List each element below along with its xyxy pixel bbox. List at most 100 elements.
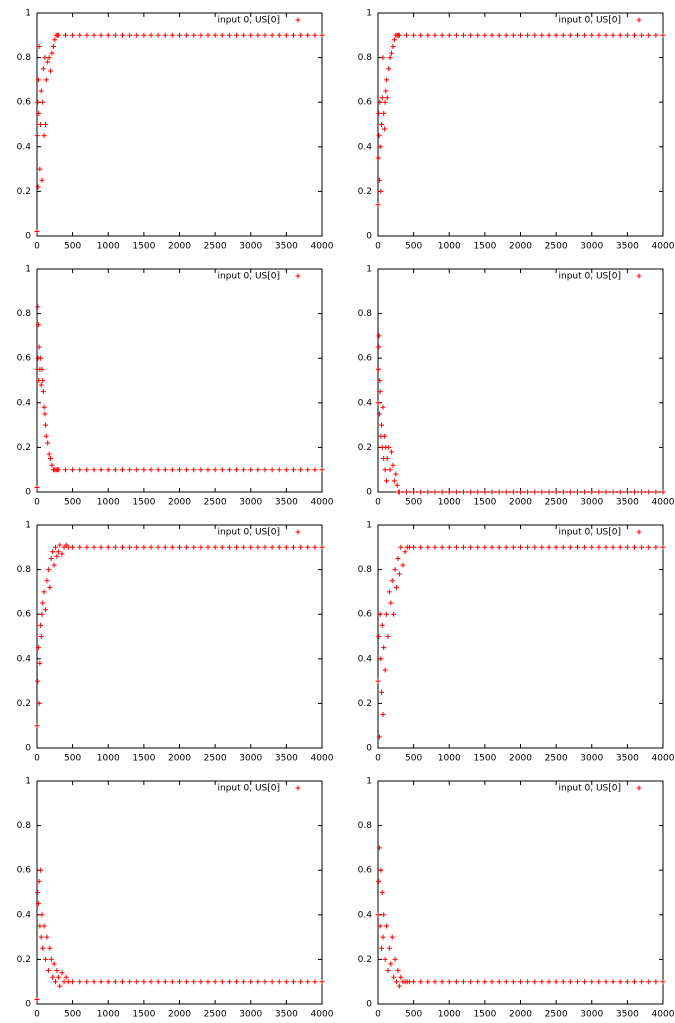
x-tick-label: 1000 bbox=[438, 754, 461, 764]
data-point bbox=[394, 979, 400, 985]
data-point bbox=[319, 32, 325, 38]
data-point bbox=[425, 489, 431, 495]
data-point bbox=[377, 99, 383, 105]
x-tick-label: 3000 bbox=[580, 498, 603, 508]
data-point bbox=[386, 66, 392, 72]
data-point bbox=[503, 544, 509, 550]
data-point bbox=[377, 923, 383, 929]
data-point bbox=[70, 979, 76, 985]
data-point bbox=[510, 32, 516, 38]
data-point bbox=[120, 979, 125, 985]
data-point bbox=[482, 979, 488, 985]
data-point bbox=[400, 562, 406, 568]
data-point bbox=[379, 422, 385, 428]
data-point bbox=[425, 544, 431, 550]
data-point bbox=[496, 544, 502, 550]
data-point bbox=[624, 489, 630, 495]
data-point bbox=[510, 979, 516, 985]
data-point bbox=[567, 489, 573, 495]
data-point bbox=[57, 983, 63, 989]
data-point bbox=[384, 611, 390, 617]
data-point bbox=[35, 322, 41, 328]
data-point bbox=[461, 32, 466, 38]
data-point bbox=[162, 467, 168, 473]
data-point bbox=[70, 544, 76, 550]
data-point bbox=[276, 32, 282, 38]
data-point bbox=[42, 55, 48, 61]
data-point bbox=[169, 467, 175, 473]
data-point bbox=[212, 467, 218, 473]
data-point bbox=[35, 77, 41, 83]
x-tick-label: 3000 bbox=[239, 498, 262, 508]
x-tick-label: 1500 bbox=[473, 242, 496, 252]
data-point bbox=[61, 979, 67, 985]
data-point bbox=[34, 485, 40, 491]
data-point bbox=[646, 979, 652, 985]
data-point bbox=[219, 544, 225, 550]
data-point bbox=[91, 467, 97, 473]
data-point bbox=[496, 489, 502, 495]
data-point bbox=[38, 622, 44, 628]
data-point bbox=[446, 979, 452, 985]
data-point bbox=[617, 979, 623, 985]
data-point bbox=[63, 974, 69, 980]
data-point bbox=[375, 155, 381, 161]
x-tick-label: 2500 bbox=[204, 754, 227, 764]
data-point bbox=[532, 544, 538, 550]
data-point bbox=[219, 467, 225, 473]
y-tick-label: 0.8 bbox=[358, 309, 373, 319]
data-point bbox=[312, 544, 318, 550]
data-point bbox=[205, 979, 211, 985]
data-point bbox=[162, 979, 168, 985]
x-tick-label: 4000 bbox=[311, 498, 334, 508]
y-tick-label: 0.4 bbox=[358, 142, 373, 152]
data-point bbox=[617, 544, 623, 550]
data-point bbox=[376, 634, 382, 639]
y-tick-label: 0.2 bbox=[358, 699, 372, 709]
y-tick-label: 0 bbox=[366, 1000, 372, 1010]
data-point bbox=[425, 979, 431, 985]
data-point bbox=[375, 366, 381, 372]
data-point bbox=[53, 544, 59, 550]
data-point bbox=[379, 689, 385, 695]
x-tick-label: 2000 bbox=[509, 1010, 532, 1020]
y-tick-label: 0.4 bbox=[358, 398, 373, 408]
data-point bbox=[395, 968, 401, 974]
data-point bbox=[376, 845, 382, 851]
x-tick-label: 500 bbox=[405, 1010, 422, 1020]
x-tick-label: 2000 bbox=[168, 754, 191, 764]
data-point bbox=[390, 462, 396, 468]
data-point bbox=[120, 544, 125, 550]
data-point bbox=[391, 37, 397, 43]
data-point bbox=[393, 471, 399, 477]
data-point bbox=[283, 32, 289, 38]
y-tick-label: 0 bbox=[366, 488, 372, 498]
data-point bbox=[212, 544, 218, 550]
data-point bbox=[141, 544, 147, 550]
data-point bbox=[191, 979, 197, 985]
data-point bbox=[141, 467, 147, 473]
y-tick-label: 1 bbox=[25, 777, 31, 787]
y-tick-label: 0 bbox=[25, 232, 31, 242]
data-point bbox=[50, 43, 56, 49]
x-tick-label: 3500 bbox=[275, 1010, 298, 1020]
data-point bbox=[389, 934, 395, 940]
data-point bbox=[112, 32, 118, 38]
data-point bbox=[298, 979, 304, 985]
data-point bbox=[539, 979, 545, 985]
data-point bbox=[392, 567, 398, 573]
legend-label: input 0, US[0] bbox=[558, 272, 621, 282]
data-point bbox=[378, 188, 384, 194]
data-point bbox=[291, 467, 296, 473]
data-point bbox=[91, 979, 97, 985]
y-tick-label: 1 bbox=[25, 521, 31, 531]
data-point bbox=[41, 589, 47, 595]
data-point bbox=[48, 555, 54, 561]
data-point bbox=[388, 961, 394, 967]
legend-label: input 0, US[0] bbox=[558, 528, 621, 538]
data-point bbox=[40, 600, 46, 606]
data-point bbox=[496, 979, 502, 985]
data-point bbox=[389, 449, 395, 455]
data-point bbox=[394, 584, 400, 590]
x-tick-label: 1500 bbox=[132, 242, 155, 252]
